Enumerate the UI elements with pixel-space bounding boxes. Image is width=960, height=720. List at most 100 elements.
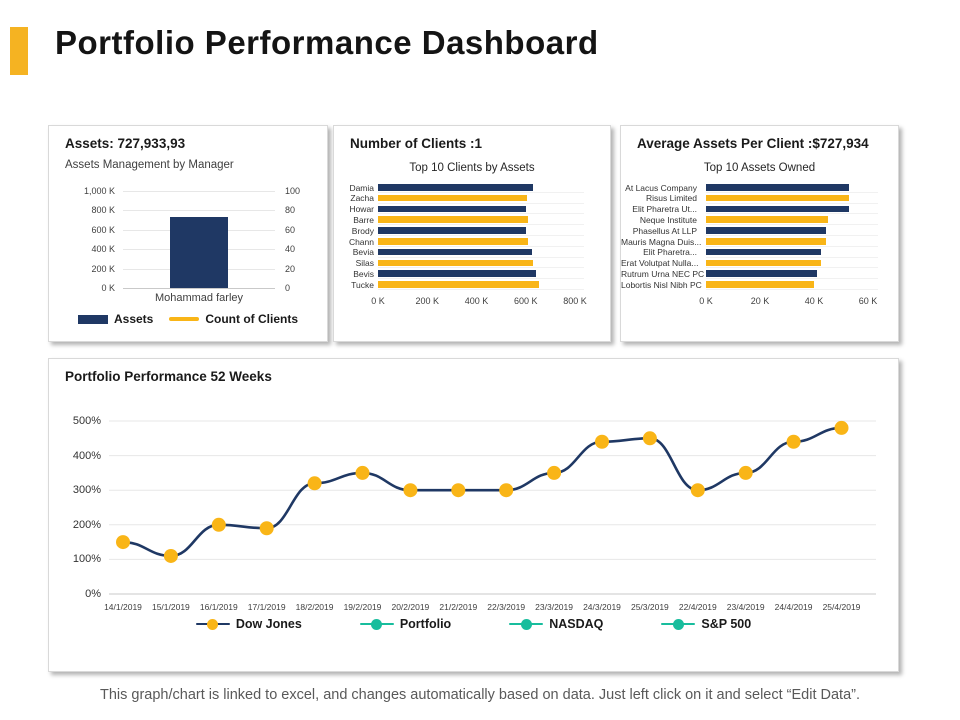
performance-line-chart[interactable]: Portfolio Performance 52 Weeks 500% 400% 3… [48, 358, 899, 672]
left-axis-tick: 400 K [91, 244, 115, 255]
data-point-marker [642, 431, 657, 446]
dow-jones-line [122, 426, 842, 558]
value-bar [378, 281, 540, 288]
value-bar [706, 227, 827, 234]
bar-category-label: Erat Volutpat Nulla... [621, 258, 699, 269]
data-point-marker [499, 483, 514, 498]
legend-item: Assets [77, 312, 153, 326]
y-axis-tick: 0% [85, 588, 101, 600]
x-axis-date-label: 23/3/2019 [535, 602, 573, 612]
row-gridline [706, 213, 878, 215]
series-dot-swatch [207, 618, 219, 630]
gridline [123, 191, 275, 192]
footer-note: This graph/chart is linked to excel, and… [99, 687, 861, 703]
data-point-marker [355, 465, 370, 480]
value-bar [706, 238, 827, 245]
left-axis-tick: 1,000 K [83, 186, 115, 196]
data-point-marker [786, 434, 801, 449]
bar-category-label: Elit Pharetra Ut... [632, 204, 697, 215]
assets-owned-chart[interactable]: Average Assets Per Client :$727,934 Top … [620, 125, 899, 342]
row-gridline [378, 245, 584, 247]
left-axis-tick: 600 K [91, 224, 115, 235]
data-point-marker [451, 483, 466, 498]
row-gridline [378, 235, 584, 236]
bar-category-label: Rutrum Urna NEC PC [621, 268, 705, 279]
x-axis-date-label: 25/4/2019 [822, 602, 861, 612]
data-point-marker [403, 483, 418, 498]
bar-category-label: Tucke [351, 279, 374, 290]
x-axis-tick: 200 K [415, 296, 440, 306]
row-gridline [378, 256, 584, 258]
x-axis-tick: 60 K [858, 296, 878, 306]
x-axis-date-label: 22/4/2019 [678, 602, 717, 612]
row-gridline [706, 191, 878, 193]
x-axis-tick: 400 K [464, 296, 489, 306]
row-gridline [706, 202, 878, 204]
bar-category-label: Brody [351, 225, 374, 236]
legend-label: Count of Clients [205, 312, 298, 326]
data-point-marker [307, 476, 322, 491]
bar-category-label: Risus Limited [645, 193, 697, 204]
data-point-marker [259, 521, 274, 536]
value-bar [706, 194, 850, 202]
row-gridline [706, 256, 878, 258]
bar-category-label: Silas [355, 258, 374, 269]
x-axis-date-label: 20/2/2019 [391, 602, 430, 612]
x-axis-date-label: 14/1/2019 [104, 602, 142, 612]
x-axis-tick: 20 K [750, 296, 770, 306]
right-axis-tick: 80 [285, 205, 296, 216]
data-point-marker [834, 420, 849, 435]
value-bar [706, 184, 850, 191]
clients-card-title: Number of Clients :1 [350, 136, 483, 151]
right-axis-tick: 100 [285, 186, 301, 196]
data-point-marker [595, 434, 609, 449]
x-axis-date-label: 25/3/2019 [630, 602, 669, 612]
x-axis-date-label: 21/2/2019 [439, 602, 478, 612]
data-point-marker [163, 548, 178, 563]
value-bar [378, 184, 534, 191]
legend-label: S&P 500 [701, 617, 752, 631]
performance-legend: Dow Jones Portfolio NASDAQ S&P 500 [49, 617, 898, 631]
gridline [123, 210, 275, 212]
bar-category-label: Elit Pharetra... [643, 247, 697, 258]
x-axis-date-label: 16/1/2019 [199, 602, 238, 612]
value-bar [378, 238, 529, 245]
value-bar [378, 227, 526, 234]
row-gridline [706, 235, 878, 236]
assets-legend: Assets Count of Clients [49, 312, 327, 326]
x-axis-date-label: 24/4/2019 [774, 602, 813, 612]
series-dot-swatch [672, 618, 684, 630]
left-axis-tick: 0 K [101, 283, 115, 293]
row-gridline [378, 202, 584, 204]
legend-item: S&P 500 [661, 617, 751, 631]
row-gridline [378, 191, 584, 193]
bar-category-label: Phasellus At LLP [632, 225, 697, 236]
gridline [123, 288, 275, 289]
y-axis-tick: 300% [72, 484, 101, 497]
series-marker-icon [359, 618, 394, 631]
bar-category-label: Chann [348, 236, 374, 247]
data-point-marker [116, 535, 130, 550]
bar-category-label: Howar [349, 204, 374, 215]
right-axis-tick: 60 [285, 224, 296, 235]
x-axis-date-label: 18/2/2019 [295, 602, 334, 612]
row-gridline [378, 224, 584, 226]
assets-by-manager-chart[interactable]: Assets: 727,933,93 Assets Management by … [48, 125, 328, 342]
x-axis-date-label: 15/1/2019 [151, 602, 190, 612]
value-bar [378, 270, 536, 277]
right-axis-tick: 0 [285, 283, 291, 293]
bar-category-label: Bevis [353, 268, 374, 279]
title-accent-bar [10, 27, 28, 75]
series-marker-icon [195, 618, 230, 631]
bar-category-label: Neque Institute [639, 214, 697, 225]
value-bar [378, 205, 526, 213]
row-gridline [378, 267, 584, 269]
bar-category-label: Zacha [350, 193, 374, 204]
y-axis-tick: 100% [72, 553, 101, 566]
bar-category-label: Mauris Magna Duis... [621, 236, 702, 247]
avg-assets-chart-title: Top 10 Assets Owned [703, 162, 816, 174]
bar-category-label: Lobortis Nisl Nibh PC [621, 279, 702, 290]
clients-by-assets-chart[interactable]: Number of Clients :1 Top 10 Clients by A… [333, 125, 611, 342]
value-bar [706, 248, 821, 256]
